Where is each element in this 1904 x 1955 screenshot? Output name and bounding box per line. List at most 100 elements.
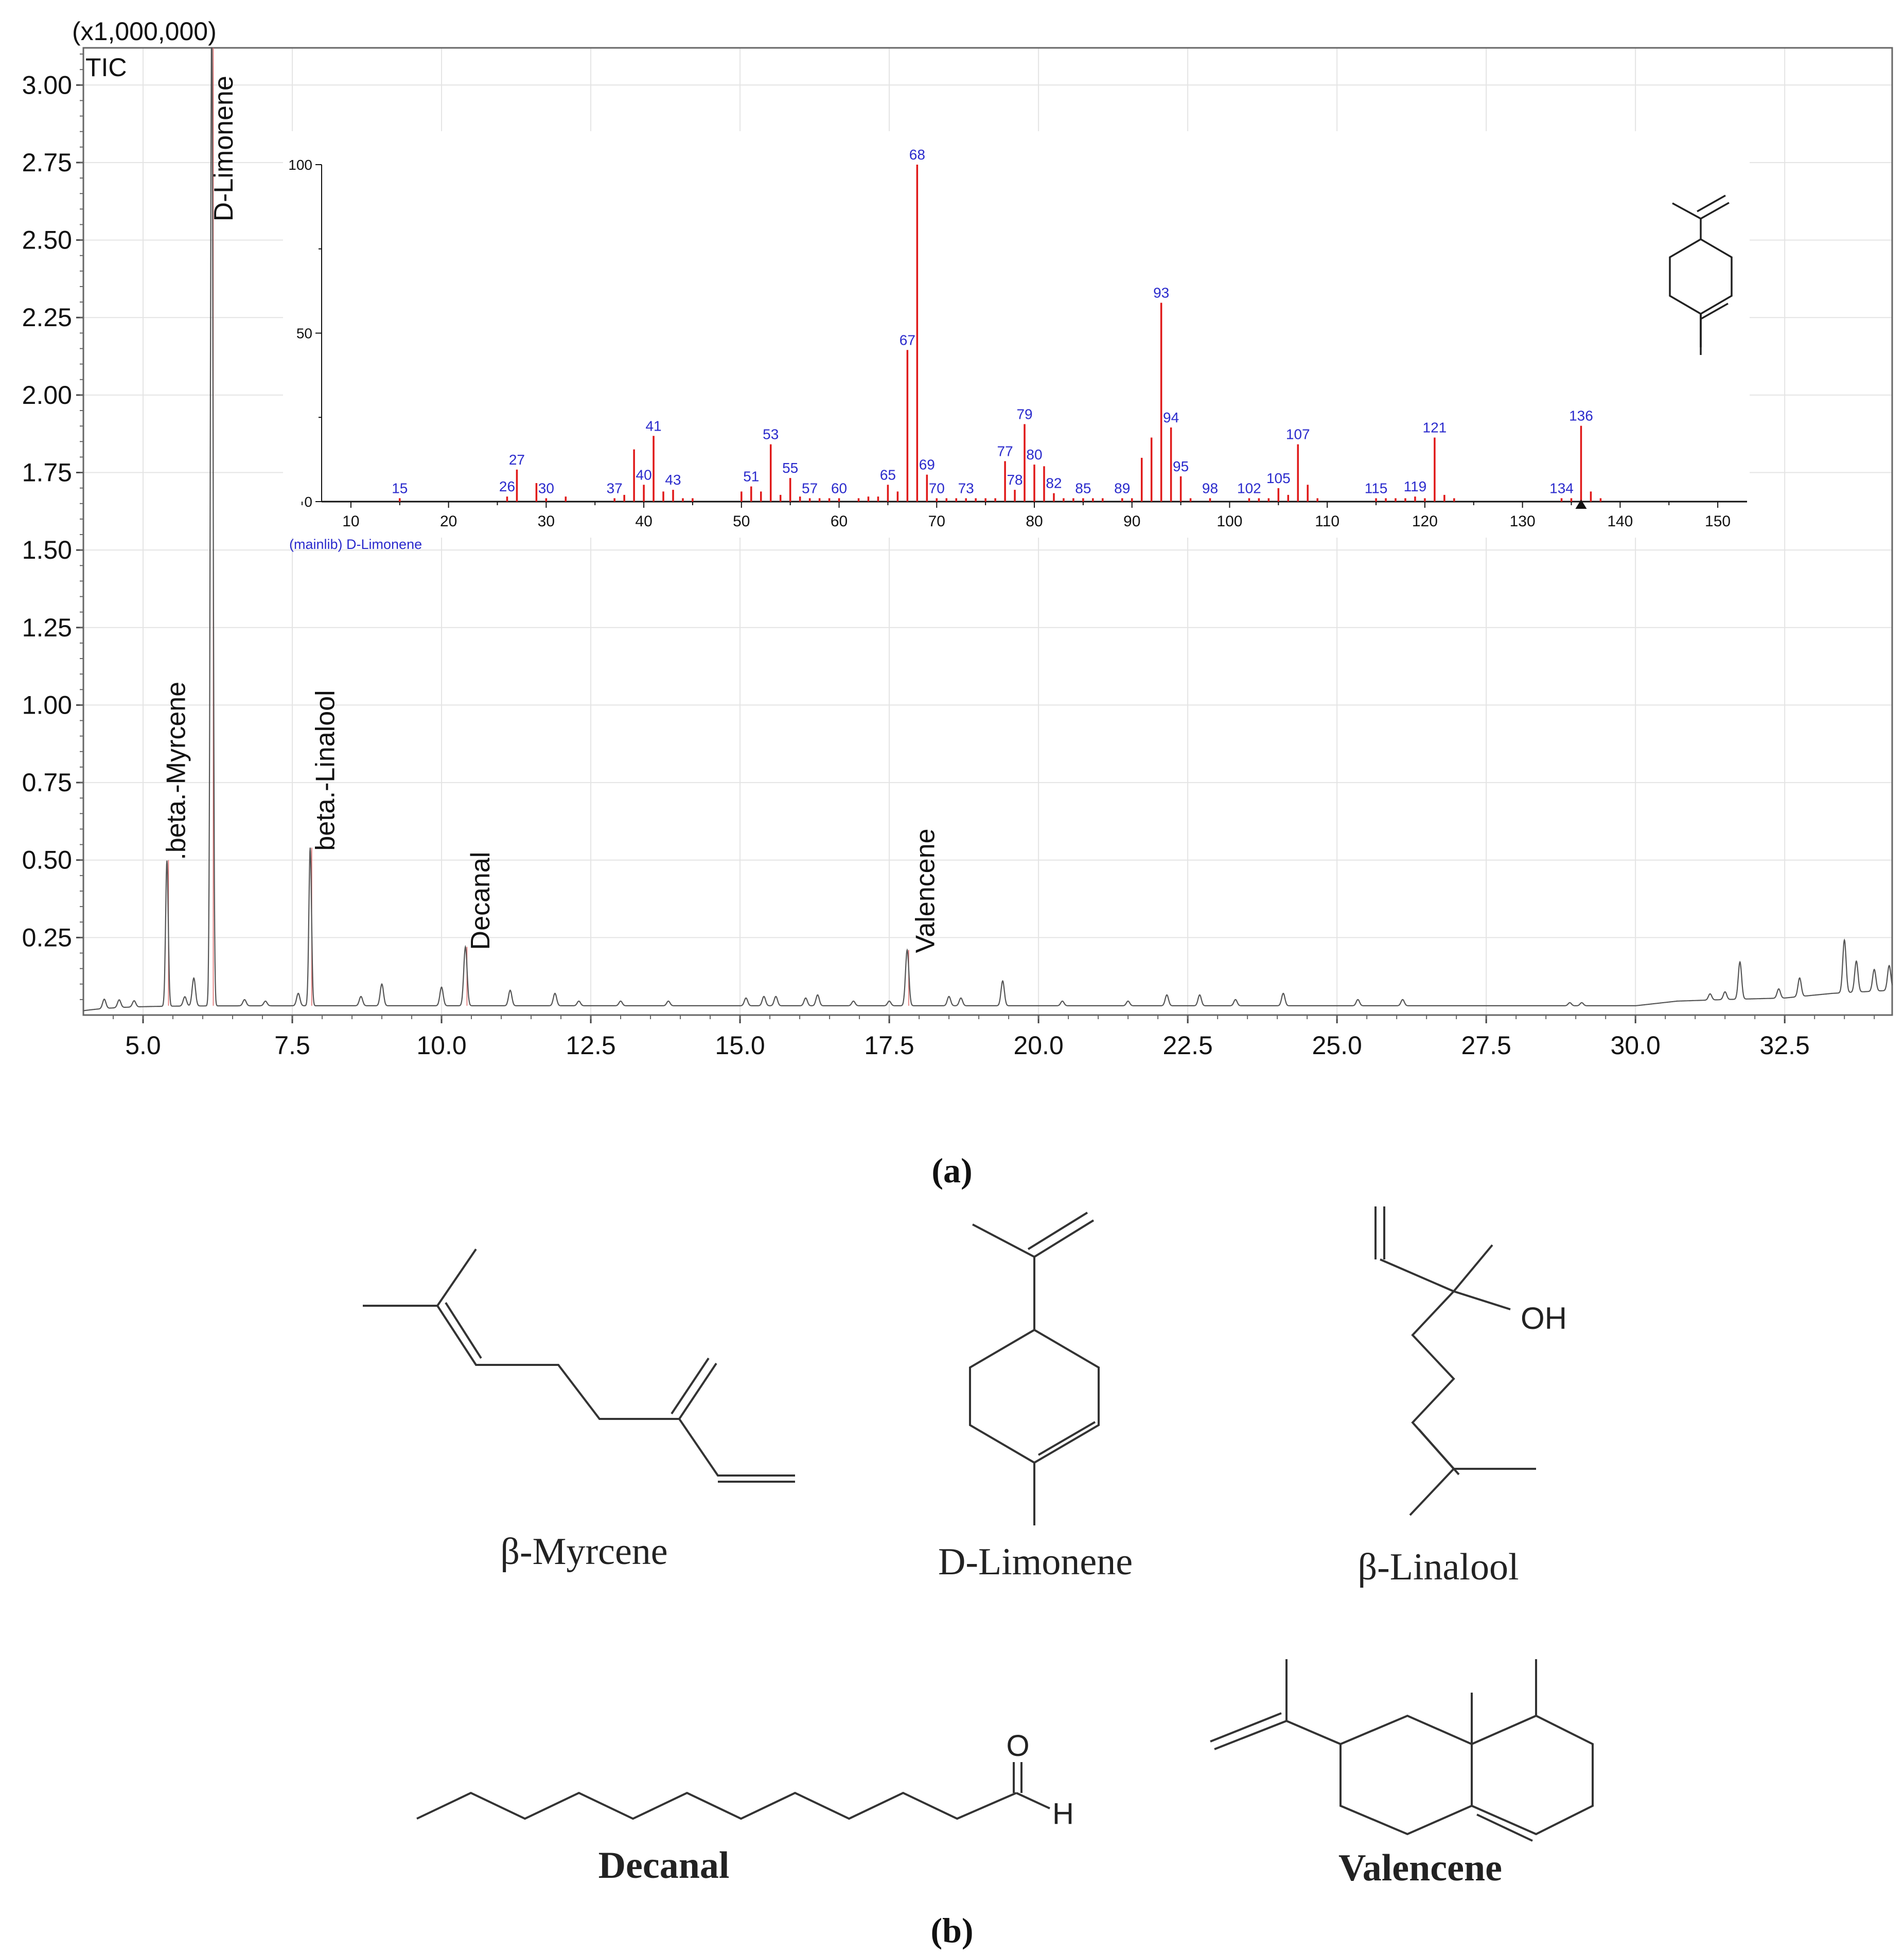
ms-x-tick-label: 50 — [733, 513, 750, 530]
ms-x-tick-label: 130 — [1510, 513, 1536, 530]
limonene-name: D-Limonene — [938, 1541, 1133, 1583]
ms-peak-label: 119 — [1404, 478, 1427, 494]
ms-peak-label: 78 — [1007, 472, 1022, 488]
ms-peak-label: 70 — [929, 480, 945, 496]
ms-peak-label: 15 — [392, 480, 408, 496]
ms-peak-label: 94 — [1163, 410, 1179, 425]
tic-x-tick-label: 32.5 — [1760, 1031, 1810, 1060]
ms-x-tick-label: 150 — [1705, 513, 1731, 530]
structure-myrcene: β-Myrcene — [363, 1248, 795, 1573]
ms-peak-label: 98 — [1202, 480, 1218, 496]
ms-peak-label: 121 — [1423, 420, 1447, 436]
ms-peak-label: 79 — [1016, 406, 1032, 422]
tic-y-tick-label: 2.25 — [22, 303, 72, 332]
ms-x-tick-label: 110 — [1315, 513, 1339, 530]
tic-y-tick-label: 2.00 — [22, 381, 72, 410]
tic-x-tick-label: 30.0 — [1611, 1031, 1661, 1060]
structure-limonene: D-Limonene — [938, 1212, 1133, 1583]
structure-valencene: Valencene — [1210, 1659, 1594, 1889]
tic-peak-annotation: beta.-Linalool — [310, 690, 340, 850]
tic-chart: (x1,000,000) TIC 0.25 0.50 0.75 1.00 1.25 1.5… — [22, 17, 1893, 1060]
tic-x-tick-label: 7.5 — [274, 1031, 310, 1060]
ms-x-tick-label: 100 — [1217, 513, 1242, 530]
ms-peak-label: 77 — [997, 443, 1013, 459]
tic-trace-series — [83, 47, 1893, 1011]
tic-x-tick-label: 10.0 — [416, 1031, 466, 1060]
tic-annotations: .beta.-Myrcene D-Limonene beta.-Linalool De… — [161, 76, 940, 953]
ms-peak-label: 73 — [958, 480, 974, 496]
tic-y-tick-label: 0.25 — [22, 923, 72, 952]
tic-title: TIC — [85, 53, 127, 82]
ms-peak-label: 57 — [802, 480, 818, 496]
ms-peak-label: 69 — [919, 457, 935, 473]
ms-peak-label: 82 — [1046, 475, 1062, 491]
ms-inset-limonene-structure — [1669, 194, 1733, 355]
ms-bars — [399, 165, 1602, 502]
linalool-skeleton — [1374, 1206, 1536, 1516]
ms-x-tick-label: 80 — [1026, 513, 1043, 530]
ms-peak-label: 30 — [538, 480, 554, 496]
structure-linalool: OH β-Linalool — [1358, 1206, 1567, 1588]
ms-x-tick-label: 10 — [342, 513, 359, 530]
ms-y-tick-label: 0 — [304, 494, 312, 510]
tic-plot-frame — [82, 47, 1893, 1016]
ms-peak-label: 89 — [1114, 480, 1130, 496]
ms-x-tick-label: 40 — [635, 513, 652, 530]
valencene-skeleton — [1210, 1659, 1594, 1842]
tic-y-tick-label: 0.50 — [22, 846, 72, 875]
ms-x-tick-label: 20 — [440, 513, 457, 530]
decanal-skeleton — [416, 1762, 1050, 1820]
panel-b-label: (b) — [930, 1911, 973, 1950]
tic-peak-annotation: D-Limonene — [209, 76, 239, 221]
tic-x-tick-label: 20.0 — [1013, 1031, 1063, 1060]
myrcene-skeleton — [363, 1248, 795, 1483]
ms-x-axis: 10 20 30 40 50 60 70 80 90 100 110 120 130 140 150 — [302, 502, 1731, 530]
tic-y-tick-label: 0.75 — [22, 768, 72, 797]
ms-peak-label: 107 — [1286, 426, 1310, 442]
decanal-h-label: H — [1052, 1797, 1074, 1830]
ms-x-tick-label: 30 — [538, 513, 555, 530]
linalool-oh-label: OH — [1521, 1301, 1567, 1336]
tic-y-tick-label: 2.75 — [22, 148, 72, 177]
ms-peak-label: 65 — [880, 467, 896, 483]
tic-multiplier-label: (x1,000,000) — [72, 17, 217, 46]
tic-y-tick-label: 1.25 — [22, 613, 72, 642]
ms-inset: 0 50 100 10 20 30 40 50 60 70 80 90 100 110 120 130 140… — [283, 131, 1750, 552]
tic-x-axis: 5.0 7.5 10.0 12.5 15.0 17.5 20.0 22.5 25.0 27.5 30… — [113, 1015, 1875, 1060]
tic-x-tick-label: 27.5 — [1461, 1031, 1511, 1060]
ms-peak-label: 40 — [636, 467, 652, 483]
tic-x-tick-label: 12.5 — [566, 1031, 615, 1060]
ms-peak-label: 60 — [831, 480, 847, 496]
valencene-name: Valencene — [1338, 1847, 1502, 1889]
ms-peak-label: 37 — [607, 480, 623, 496]
decanal-name: Decanal — [598, 1844, 730, 1887]
ms-peak-label: 105 — [1266, 470, 1291, 486]
ms-y-axis: 0 50 100 — [288, 157, 322, 510]
ms-y-tick-label: 50 — [296, 326, 312, 342]
ms-peak-label: 27 — [509, 452, 525, 468]
ms-peak-label: 134 — [1549, 480, 1574, 496]
ms-molecular-ion-marker — [1575, 500, 1587, 509]
ms-x-tick-label: 140 — [1607, 513, 1633, 530]
tic-x-tick-label: 25.0 — [1312, 1031, 1362, 1060]
tic-peak-annotation: .beta.-Myrcene — [161, 682, 191, 860]
ms-x-tick-label: 70 — [928, 513, 945, 530]
tic-x-tick-label: 22.5 — [1162, 1031, 1212, 1060]
ms-peak-label: 26 — [499, 478, 515, 494]
ms-peak-label: 80 — [1026, 447, 1042, 463]
ms-peak-label: 53 — [763, 426, 779, 442]
ms-peak-label: 85 — [1075, 480, 1091, 496]
ms-peak-label: 115 — [1365, 480, 1388, 496]
tic-y-tick-label: 2.50 — [22, 226, 72, 255]
ms-peak-label: 55 — [782, 460, 798, 476]
tic-y-tick-label: 1.50 — [22, 536, 72, 564]
tic-x-tick-label: 15.0 — [715, 1031, 765, 1060]
ms-peak-label: 136 — [1569, 408, 1593, 424]
ms-library-label: (mainlib) D-Limonene — [289, 537, 422, 552]
tic-y-tick-label: 3.00 — [22, 70, 72, 99]
ms-inset-background — [283, 131, 1750, 538]
tic-peak-annotation: Valencene — [910, 829, 940, 953]
tic-x-tick-label: 17.5 — [864, 1031, 914, 1060]
